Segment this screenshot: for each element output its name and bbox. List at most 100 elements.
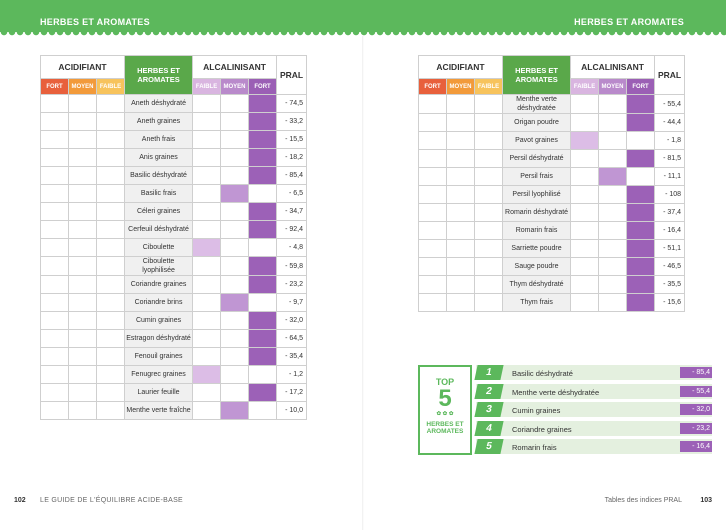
empty-cell bbox=[68, 329, 97, 348]
empty-cell bbox=[192, 130, 222, 149]
empty-cell bbox=[473, 257, 504, 276]
empty-cell bbox=[192, 383, 222, 402]
top5-item: 3 Cumin graines - 32,0 bbox=[474, 402, 712, 417]
empty-cell bbox=[192, 256, 222, 276]
item-name: Céleri graines bbox=[124, 202, 194, 221]
level-header: MOYEN bbox=[446, 78, 475, 95]
empty-cell bbox=[598, 239, 628, 258]
empty-cell bbox=[473, 275, 504, 294]
empty-cell bbox=[40, 130, 69, 149]
header-title: HERBES ET AROMATES bbox=[574, 17, 684, 27]
level-header: MOYEN bbox=[598, 78, 628, 95]
pral-value: - 55,4 bbox=[654, 94, 686, 114]
pral-header: PRAL bbox=[654, 55, 686, 95]
empty-cell bbox=[68, 347, 97, 366]
table-row: Menthe verte fraîche - 10,0 bbox=[40, 401, 308, 420]
level-cell bbox=[248, 94, 278, 113]
level-cell bbox=[248, 202, 278, 221]
empty-cell bbox=[220, 256, 250, 276]
empty-cell bbox=[473, 167, 504, 186]
item-name: Estragon déshydraté bbox=[124, 329, 194, 348]
empty-cell bbox=[192, 329, 222, 348]
table-row: Sarriette poudre - 51,1 bbox=[418, 239, 686, 258]
pral-value: - 64,5 bbox=[276, 329, 308, 348]
empty-cell bbox=[446, 275, 475, 294]
top5-name: Menthe verte déshydratée bbox=[512, 387, 600, 397]
empty-cell bbox=[220, 220, 250, 239]
top5-number: 5 bbox=[438, 385, 452, 412]
empty-cell bbox=[95, 256, 126, 276]
pral-value: - 74,5 bbox=[276, 94, 308, 113]
level-header: FORT bbox=[40, 78, 69, 95]
table-row: Romarin frais - 16,4 bbox=[418, 221, 686, 240]
empty-cell bbox=[418, 149, 447, 168]
empty-cell bbox=[40, 275, 69, 294]
item-name: Thym déshydraté bbox=[502, 275, 572, 294]
empty-cell bbox=[220, 311, 250, 330]
empty-cell bbox=[220, 238, 250, 257]
empty-cell bbox=[40, 166, 69, 185]
empty-cell bbox=[40, 112, 69, 131]
table-row: Ciboulette lyophilisée - 59,8 bbox=[40, 256, 308, 276]
item-name: Fenouil graines bbox=[124, 347, 194, 366]
empty-cell bbox=[95, 238, 126, 257]
empty-cell bbox=[40, 347, 69, 366]
table-row: Persil frais - 11,1 bbox=[418, 167, 686, 186]
level-cell bbox=[626, 185, 656, 204]
pral-value: - 92,4 bbox=[276, 220, 308, 239]
empty-cell bbox=[40, 238, 69, 257]
item-name: Thym frais bbox=[502, 293, 572, 312]
table-row: Anis graines - 18,2 bbox=[40, 148, 308, 167]
level-cell bbox=[248, 256, 278, 276]
empty-cell bbox=[570, 185, 600, 204]
pral-value: - 51,1 bbox=[654, 239, 686, 258]
item-name: Aneth frais bbox=[124, 130, 194, 149]
level-cell bbox=[626, 149, 656, 168]
empty-cell bbox=[220, 166, 250, 185]
level-header: FAIBLE bbox=[192, 78, 222, 95]
top5-value: - 23,2 bbox=[680, 422, 712, 434]
empty-cell bbox=[95, 293, 126, 312]
empty-cell bbox=[473, 131, 504, 150]
table-row: Coriandre graines - 23,2 bbox=[40, 275, 308, 294]
empty-cell bbox=[220, 383, 250, 402]
pral-table: ACIDIFIANT HERBES ET AROMATES ALCALINISANT… bbox=[39, 55, 308, 420]
item-name: Sarriette poudre bbox=[502, 239, 572, 258]
header-title: HERBES ET AROMATES bbox=[40, 17, 150, 27]
empty-cell bbox=[446, 239, 475, 258]
empty-cell bbox=[598, 149, 628, 168]
top5-top: TOP bbox=[435, 377, 455, 387]
header-row: ACIDIFIANT HERBES ET AROMATES ALCALINISANT… bbox=[39, 55, 308, 95]
empty-cell bbox=[192, 166, 222, 185]
empty-cell bbox=[68, 112, 97, 131]
empty-cell bbox=[446, 203, 475, 222]
empty-cell bbox=[192, 184, 222, 203]
empty-cell bbox=[40, 293, 69, 312]
rank-badge: 5 bbox=[474, 439, 504, 454]
empty-cell bbox=[95, 184, 126, 203]
top5-name: Cumin graines bbox=[512, 406, 561, 415]
empty-cell bbox=[95, 329, 126, 348]
empty-cell bbox=[418, 293, 447, 312]
level-cell bbox=[248, 275, 278, 294]
level-header: FAIBLE bbox=[473, 78, 504, 95]
top5-item: 4 Coriandre graines - 23,2 bbox=[474, 420, 712, 436]
item-name: Cerfeuil déshydraté bbox=[124, 220, 194, 239]
level-header: FAIBLE bbox=[95, 78, 126, 95]
empty-cell bbox=[220, 148, 250, 167]
table-row: Céleri graines - 34,7 bbox=[40, 202, 308, 221]
empty-cell bbox=[248, 293, 278, 312]
item-name: Laurier feuille bbox=[124, 383, 194, 402]
name-header: HERBES ET AROMATES bbox=[502, 55, 572, 95]
empty-cell bbox=[570, 221, 600, 240]
empty-cell bbox=[95, 365, 126, 384]
empty-cell bbox=[68, 202, 97, 221]
item-name: Fenugrec graines bbox=[124, 365, 194, 384]
pral-value: - 23,2 bbox=[276, 275, 308, 294]
item-name: Coriandre brins bbox=[124, 293, 194, 312]
level-header: MOYEN bbox=[220, 78, 250, 95]
empty-cell bbox=[418, 257, 447, 276]
table-row: Sauge poudre - 46,5 bbox=[418, 257, 686, 276]
pral-value: - 59,8 bbox=[276, 256, 308, 276]
